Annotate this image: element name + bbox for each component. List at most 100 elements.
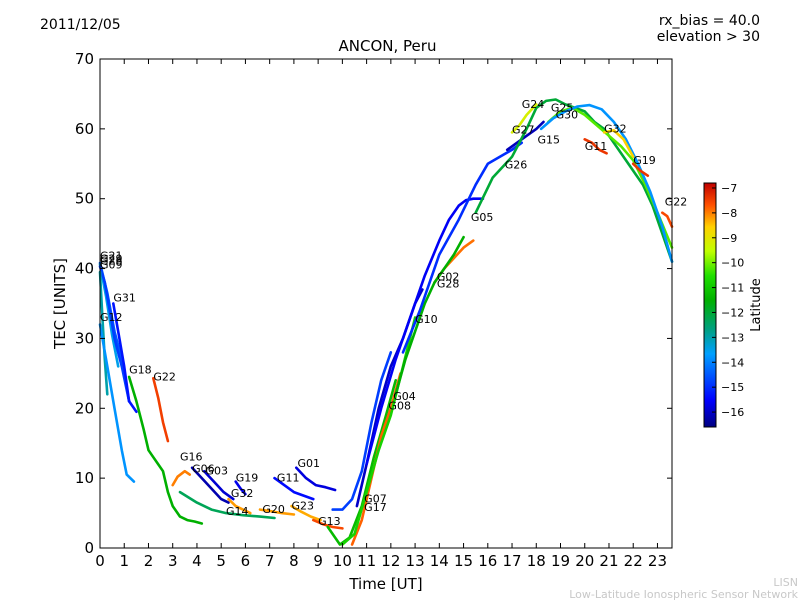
y-tick-label: 40	[75, 260, 94, 278]
series-line-g16	[171, 469, 191, 487]
rx-bias-label: rx_bias = 40.0	[658, 13, 760, 29]
x-tick-label: 22	[624, 552, 643, 570]
x-tick-label: 7	[265, 552, 275, 570]
series-label-g29: G29	[100, 252, 123, 265]
series-line-g28	[394, 235, 465, 396]
series-label-g11b: G11	[585, 140, 608, 153]
series-label-g05: G05	[471, 211, 494, 224]
series-line-g19	[234, 480, 247, 496]
series-label-g24: G24	[522, 98, 545, 111]
series-label-g30: G30	[556, 108, 579, 121]
series-line-g20	[258, 508, 296, 516]
series-label-g02: G02	[437, 270, 460, 283]
date-label: 2011/12/05	[40, 17, 121, 33]
series-line-g07	[331, 351, 393, 511]
series-label-g23: G23	[291, 500, 314, 513]
series-label-g26b: G26	[505, 159, 528, 172]
series-label-g15: G15	[537, 134, 560, 147]
series-label-g18: G18	[129, 363, 152, 376]
series-label-g25: G25	[551, 101, 574, 114]
colorbar-tick-label: −11	[721, 282, 744, 295]
series-label-g11: G11	[277, 472, 300, 485]
series-line-g30	[539, 103, 674, 263]
x-tick-label: 12	[381, 552, 400, 570]
x-tick-label: 19	[551, 552, 570, 570]
colorbar-tick-label: −14	[721, 356, 744, 369]
colorbar-tick-label: −9	[721, 232, 737, 245]
series-label-g06: G06	[192, 463, 215, 476]
x-tick-label: 20	[575, 552, 594, 570]
series-line-g13	[311, 518, 344, 530]
series-label-g13: G13	[318, 515, 341, 528]
y-tick-label: 0	[84, 539, 94, 557]
series-line-g18	[127, 375, 204, 525]
x-tick-label: 4	[192, 552, 202, 570]
x-tick-label: 23	[648, 552, 667, 570]
x-tick-label: 14	[430, 552, 449, 570]
series-line-g12	[98, 323, 136, 483]
colorbar-tick-label: −15	[721, 381, 744, 394]
series-line-g22b	[660, 211, 674, 228]
elevation-label: elevation > 30	[656, 29, 760, 45]
colorbar-tick-label: −10	[721, 257, 744, 270]
y-tick-label: 30	[75, 329, 94, 347]
colorbar-tick-label: −7	[721, 182, 737, 195]
series-label-g01: G01	[298, 457, 321, 470]
colorbar-label: Latitude	[749, 278, 764, 332]
series-line-g11b	[583, 138, 608, 155]
series-line-g32	[227, 497, 252, 515]
series-line-g27	[510, 103, 538, 134]
series-label-g04: G04	[393, 390, 416, 403]
colorbar-tick-label: −16	[721, 406, 744, 419]
colorbar-tick-label: −13	[721, 331, 744, 344]
x-tick-label: 2	[144, 552, 154, 570]
y-tick-label: 20	[75, 399, 94, 417]
series-line-g31	[112, 302, 138, 414]
footer-network: Low-Latitude Ionospheric Sensor Network	[569, 588, 798, 601]
series-line-g11	[273, 476, 315, 501]
x-tick-label: 17	[502, 552, 521, 570]
series-label-g19b: G19	[633, 154, 656, 167]
series-line-g23	[290, 504, 322, 522]
x-tick-label: 15	[454, 552, 473, 570]
x-tick-label: 13	[406, 552, 425, 570]
series-label-g09: G09	[100, 259, 123, 272]
series-label-g03: G03	[205, 465, 228, 478]
y-axis-label: TEC [UNITS]	[51, 258, 69, 350]
series-label-g28: G28	[437, 277, 460, 290]
series-line-g32b	[602, 129, 635, 159]
colorbar	[703, 182, 717, 428]
colorbar-tick-label: −8	[721, 207, 737, 220]
series-label-g27: G27	[512, 124, 535, 137]
series-label-g12: G12	[100, 311, 123, 324]
x-tick-label: 11	[357, 552, 376, 570]
series-line-g06	[190, 466, 230, 504]
y-tick-label: 60	[75, 120, 94, 138]
plot-frame	[99, 58, 673, 549]
series-label-g10: G10	[415, 313, 438, 326]
series-line-g15	[505, 120, 545, 152]
series-label-g22b: G22	[665, 196, 688, 209]
series-label-g19: G19	[236, 472, 259, 485]
x-tick-label: 5	[216, 552, 226, 570]
series-label-g31: G31	[113, 291, 136, 304]
series-label-g32b: G32	[604, 122, 627, 135]
footer-lisn: LISN	[773, 576, 798, 589]
series-label-g17: G17	[364, 501, 387, 514]
series-label-g22: G22	[153, 370, 176, 383]
series-label-g08: G08	[388, 400, 411, 413]
x-tick-label: 18	[527, 552, 546, 570]
x-axis-label: Time [UT]	[348, 575, 422, 593]
x-tick-label: 1	[119, 552, 129, 570]
series-label-g21: G21	[100, 249, 123, 262]
x-tick-label: 6	[241, 552, 251, 570]
x-tick-label: 10	[333, 552, 352, 570]
y-tick-label: 70	[75, 50, 94, 68]
x-tick-label: 9	[313, 552, 323, 570]
series-line-g14	[178, 490, 276, 520]
series-line-g03	[202, 469, 235, 501]
chart-title: ANCON, Peru	[338, 37, 437, 55]
series-line-g26	[98, 265, 131, 403]
x-tick-label: 8	[289, 552, 299, 570]
